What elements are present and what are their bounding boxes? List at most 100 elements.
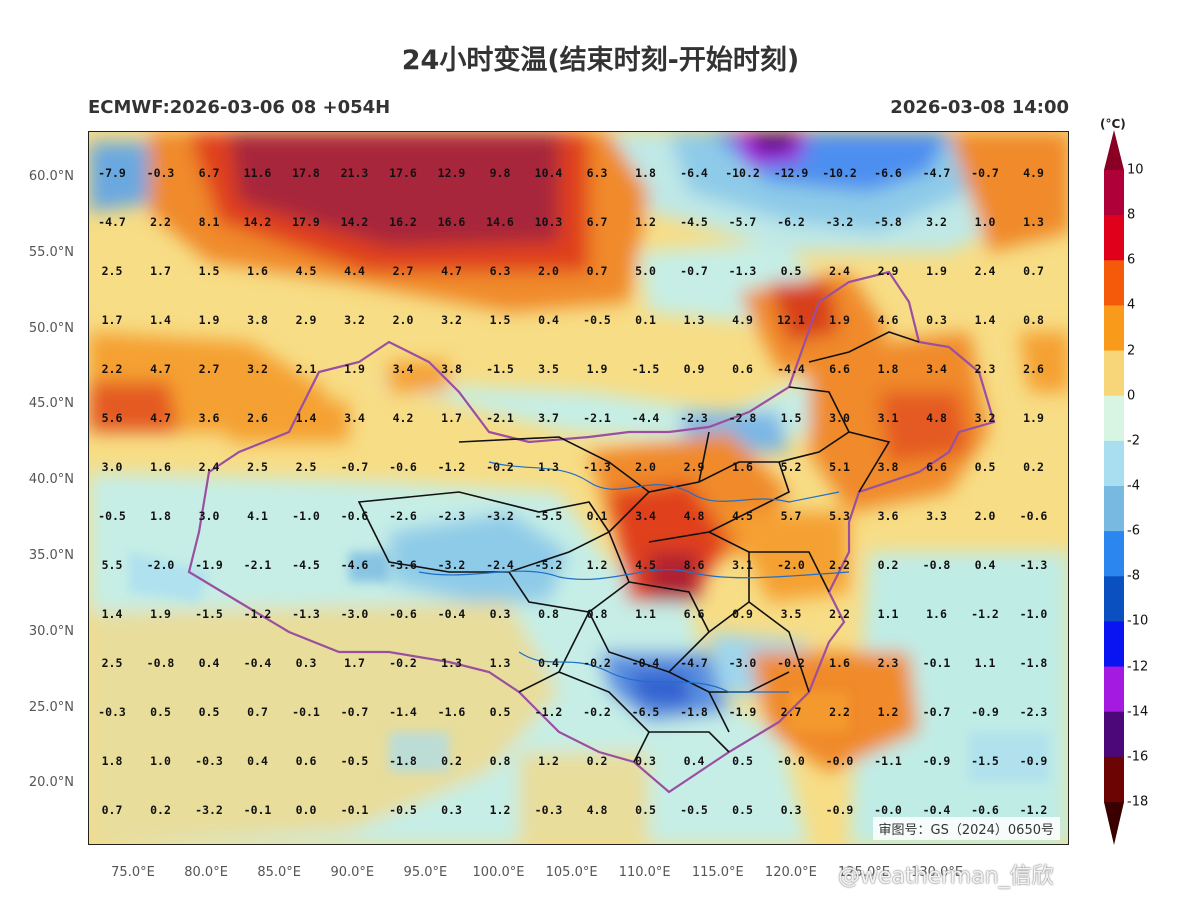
grid-value: 0.9 [684,362,705,376]
grid-value: -0.8 [147,656,175,670]
grid-value: 2.0 [393,313,414,327]
grid-value: -0.3 [147,166,175,180]
colorbar-segment [1104,170,1124,216]
colorbar-tick-label: -8 [1127,568,1140,584]
grid-value: -1.3 [729,264,757,278]
grid-value: -1.0 [292,509,320,523]
grid-value: -4.7 [98,215,126,229]
grid-value: 1.9 [1023,411,1044,425]
colorbar-tick-label: -4 [1127,478,1140,494]
grid-value: -1.5 [195,607,223,621]
grid-value: -0.4 [632,656,660,670]
grid-value: 1.6 [926,607,947,621]
grid-value: 0.5 [781,264,802,278]
grid-value: 1.2 [587,558,608,572]
grid-value: -0.7 [680,264,708,278]
grid-value: -2.3 [1020,705,1048,719]
grid-value: 0.8 [587,607,608,621]
grid-value: -4.4 [632,411,660,425]
grid-value: 0.7 [102,803,123,817]
grid-value: 1.8 [150,509,171,523]
grid-value: 14.6 [486,215,514,229]
grid-value: 5.7 [781,509,802,523]
grid-value: -3.2 [438,558,466,572]
grid-value: 6.6 [829,362,850,376]
valid-time-label: 2026-03-08 14:00 [890,97,1069,118]
longitude-label: 130.0°E [911,865,964,880]
grid-value: -0.2 [583,656,611,670]
grid-value: -2.6 [389,509,417,523]
grid-value: -5.2 [535,558,563,572]
grid-value: -0.2 [486,460,514,474]
grid-value: 1.8 [878,362,899,376]
grid-value: -0.5 [389,803,417,817]
grid-value: 2.2 [150,215,171,229]
grid-value: -0.6 [341,509,369,523]
temperature-field [89,132,1068,844]
grid-value: -10.2 [725,166,760,180]
grid-value: 3.0 [829,411,850,425]
colorbar-tick-label: 8 [1127,207,1136,223]
grid-value: 4.2 [393,411,414,425]
grid-value: 8.6 [684,558,705,572]
grid-value: 3.8 [441,362,462,376]
temperature-value-grid: -7.9 -0.3 6.7 11.6 17.8 21.3 17.6 12.9 9.8 10.4 6.… [98,166,1047,817]
grid-value: 14.2 [341,215,369,229]
grid-value: 3.5 [781,607,802,621]
grid-value: 4.7 [441,264,462,278]
grid-value: 3.2 [975,411,996,425]
grid-value: 2.4 [829,264,850,278]
grid-value: 3.6 [199,411,220,425]
grid-value: -2.1 [583,411,611,425]
grid-value: 1.8 [635,166,656,180]
grid-value: -4.5 [292,558,320,572]
grid-value: 2.4 [975,264,996,278]
grid-value: 0.3 [490,607,511,621]
colorbar-tick-label: -12 [1127,659,1149,675]
grid-value: 0.4 [538,656,559,670]
grid-value: -4.6 [341,558,369,572]
grid-value: 0.7 [1023,264,1044,278]
grid-value: -1.0 [1020,607,1048,621]
colorbar-segment [1104,350,1124,397]
grid-value: 0.5 [199,705,220,719]
grid-value: 2.5 [102,264,123,278]
grid-value: -0.7 [341,460,369,474]
grid-value: 3.2 [247,362,268,376]
longitude-label: 90.0°E [330,865,375,880]
colorbar-tick-label: 0 [1127,388,1136,404]
grid-value: 1.5 [490,313,511,327]
grid-value: 0.3 [441,803,462,817]
latitude-label: 25.0°N [28,699,74,715]
grid-value: -1.2 [244,607,272,621]
grid-value: 6.7 [199,166,220,180]
grid-value: -1.3 [1020,558,1048,572]
grid-value: 0.2 [878,558,899,572]
colorbar-segment [1104,486,1124,532]
grid-value: 0.2 [150,803,171,817]
grid-value: 3.4 [926,362,947,376]
grid-value: 3.2 [441,313,462,327]
grid-value: 2.6 [247,411,268,425]
grid-value: 1.4 [975,313,996,327]
grid-value: -4.7 [923,166,951,180]
grid-value: -0.1 [923,656,951,670]
longitude-label: 105.0°E [545,865,598,880]
grid-value: 0.7 [587,264,608,278]
grid-value: -0.9 [826,803,854,817]
grid-value: -0.5 [583,313,611,327]
grid-value: 6.7 [587,215,608,229]
grid-value: -3.2 [486,509,514,523]
map-title: 24小时变温(结束时刻-开始时刻) [401,45,800,76]
grid-value: -0.0 [826,754,854,768]
fine-detail [129,552,1049,782]
grid-value: 0.8 [1023,313,1044,327]
colorbar-segment [1104,711,1124,758]
grid-value: 4.8 [684,509,705,523]
colorbar-tick-label: 2 [1127,343,1136,359]
grid-value: 1.9 [829,313,850,327]
province-borders [357,331,920,763]
grid-value: -7.9 [98,166,126,180]
grid-value: -0.3 [98,705,126,719]
grid-value: 0.4 [199,656,220,670]
